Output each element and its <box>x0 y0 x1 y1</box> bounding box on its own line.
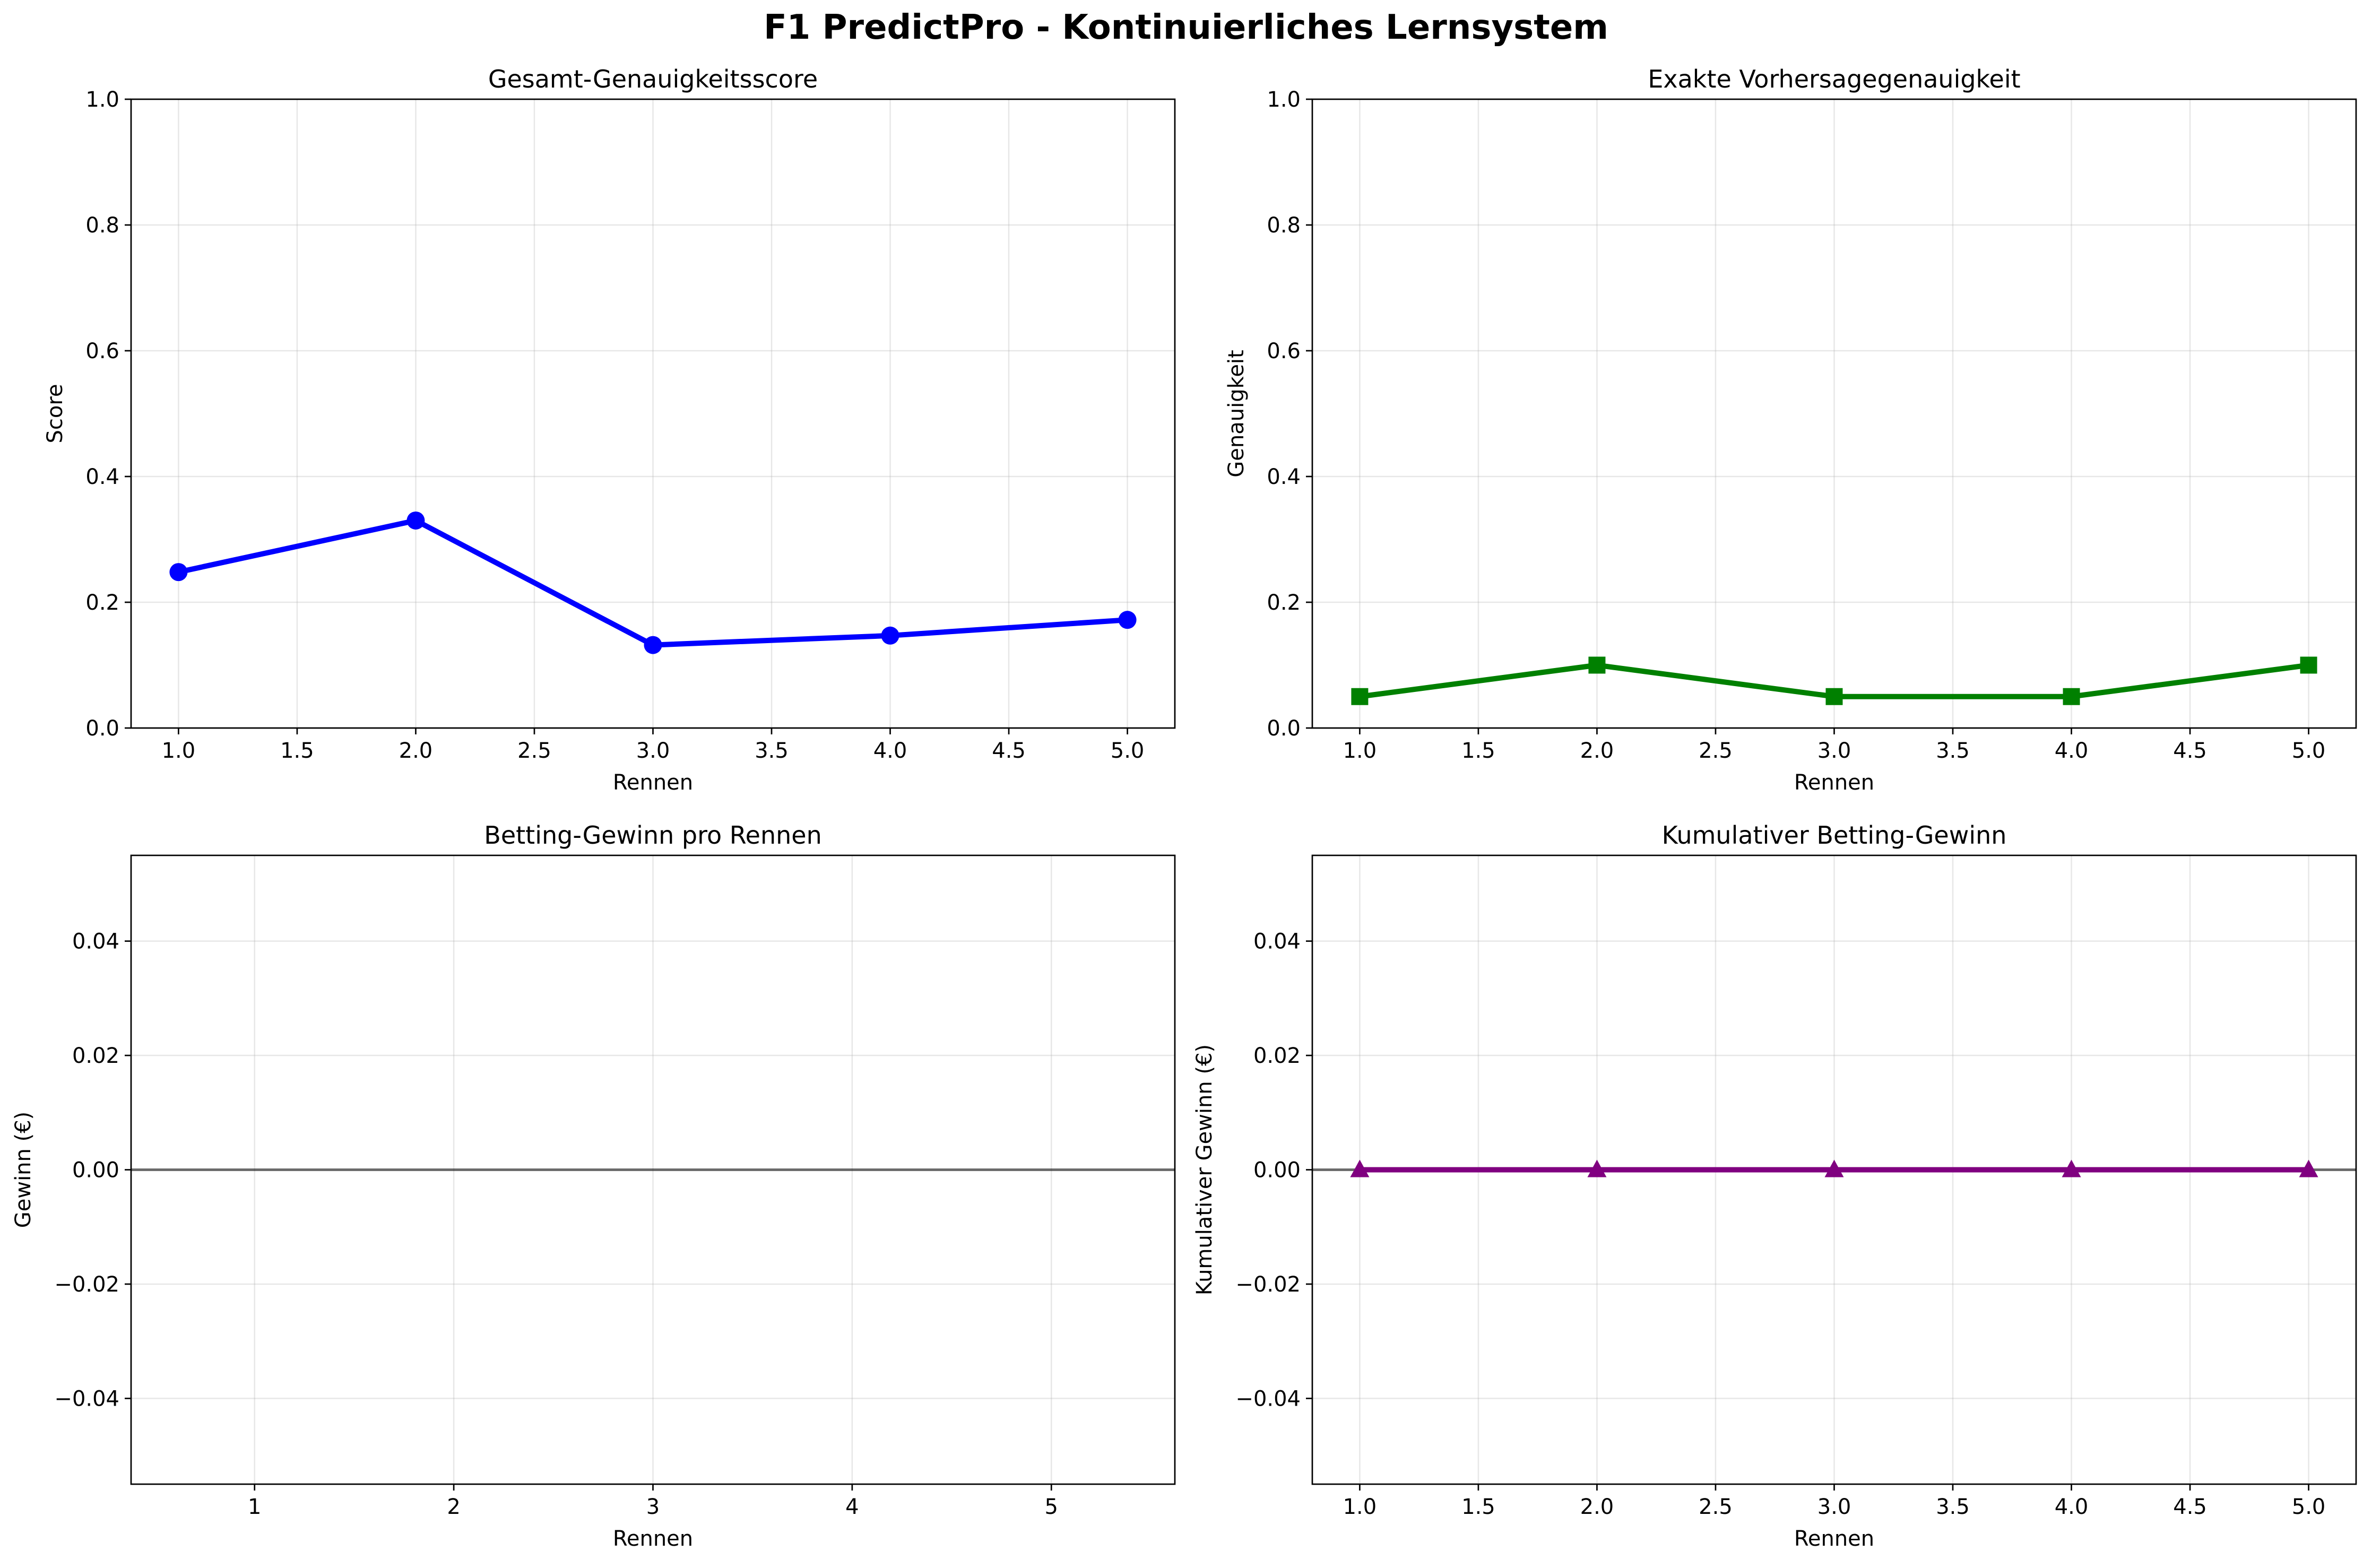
x-tick-label-0: 1.0 <box>162 739 196 763</box>
x-tick-label-3: 2.5 <box>1699 1495 1733 1519</box>
data-point-0 <box>1351 688 1369 705</box>
profit-y-axis-label: Gewinn (€) <box>11 1112 36 1228</box>
y-tick-label-4: 0.04 <box>72 930 119 954</box>
accuracy-plot-area <box>169 511 1137 654</box>
data-point-2 <box>644 636 662 654</box>
x-tick-label-0: 1.0 <box>1343 1495 1377 1519</box>
data-point-3 <box>881 626 899 645</box>
cumulative-panel: 1.0 1.5 2.0 2.5 3.0 3.5 4.0 4.5 5.0 −0.04 −0.02 0.0… <box>1192 821 2357 1551</box>
x-tick-label-8: 5.0 <box>2292 739 2326 763</box>
exact-plot-area <box>1351 656 2317 705</box>
data-point-4 <box>1118 611 1137 629</box>
y-tick-label-0: −0.04 <box>1235 1387 1301 1411</box>
x-tick-label-8: 5.0 <box>1111 739 1145 763</box>
x-tick-label-4: 5 <box>1045 1495 1058 1519</box>
accuracy-x-axis-label: Rennen <box>613 770 693 795</box>
cumulative-plot-area <box>1312 1159 2356 1177</box>
y-tick-label-4: 0.8 <box>1267 213 1301 238</box>
x-tick-label-0: 1.0 <box>1343 739 1377 763</box>
y-tick-label-1: 0.2 <box>1267 591 1301 615</box>
y-tick-label-1: −0.02 <box>54 1272 119 1297</box>
x-tick-label-4: 3.0 <box>636 739 670 763</box>
x-tick-label-6: 4.0 <box>2055 739 2089 763</box>
data-point-0 <box>1350 1159 1370 1177</box>
x-tick-label-5: 3.5 <box>1936 739 1970 763</box>
profit-ticks: 1 2 3 4 5 −0.04 −0.02 0.00 0.02 0.04 <box>54 930 1058 1519</box>
cumulative-ticks: 1.0 1.5 2.0 2.5 3.0 3.5 4.0 4.5 5.0 −0.04 −0.02 0.0… <box>1235 930 2325 1519</box>
x-tick-label-5: 3.5 <box>1936 1495 1970 1519</box>
exact-x-axis-label: Rennen <box>1794 770 1874 795</box>
y-tick-label-3: 0.02 <box>1253 1044 1301 1068</box>
accuracy-panel: 1.0 1.5 2.0 2.5 3.0 3.5 4.0 4.5 5.0 0.0 0.2 0.4 0.6 0… <box>43 65 1176 795</box>
y-tick-label-4: 0.04 <box>1253 930 1301 954</box>
exact-panel: 1.0 1.5 2.0 2.5 3.0 3.5 4.0 4.5 5.0 0.0 0.2 0.4 0.6 0… <box>1224 65 2357 795</box>
cumulative-title: Kumulativer Betting-Gewinn <box>1662 821 2007 850</box>
exact-ticks: 1.0 1.5 2.0 2.5 3.0 3.5 4.0 4.5 5.0 0.0 0.2 0.4 0.6 0… <box>1267 88 2325 763</box>
y-tick-label-2: 0.4 <box>1267 465 1301 489</box>
exact-title: Exakte Vorhersagegenauigkeit <box>1648 65 2020 93</box>
data-point-1 <box>1587 1159 1607 1177</box>
y-tick-label-1: 0.2 <box>85 591 119 615</box>
x-tick-label-2: 2.0 <box>1580 1495 1614 1519</box>
y-tick-label-2: 0.00 <box>1253 1158 1301 1183</box>
x-tick-label-1: 2 <box>447 1495 460 1519</box>
x-tick-label-7: 4.5 <box>2173 1495 2207 1519</box>
data-point-2 <box>1824 1159 1844 1177</box>
x-tick-label-4: 3.0 <box>1817 739 1851 763</box>
x-tick-label-6: 4.0 <box>2055 1495 2089 1519</box>
accuracy-title: Gesamt-Genauigkeitsscore <box>488 65 818 93</box>
profit-title: Betting-Gewinn pro Rennen <box>484 821 821 850</box>
y-tick-label-2: 0.00 <box>72 1158 119 1183</box>
x-tick-label-1: 1.5 <box>1461 739 1495 763</box>
y-tick-label-5: 1.0 <box>85 88 119 112</box>
data-point-1 <box>1588 656 1606 674</box>
x-tick-label-1: 1.5 <box>1461 1495 1495 1519</box>
x-tick-label-4: 3.0 <box>1817 1495 1851 1519</box>
x-tick-label-3: 2.5 <box>517 739 551 763</box>
data-point-3 <box>2062 1159 2081 1177</box>
data-point-1 <box>406 511 425 530</box>
profit-x-axis-label: Rennen <box>613 1527 693 1551</box>
data-point-2 <box>1825 688 1843 705</box>
x-tick-label-3: 4 <box>845 1495 859 1519</box>
x-tick-label-7: 4.5 <box>2173 739 2207 763</box>
accuracy-ticks: 1.0 1.5 2.0 2.5 3.0 3.5 4.0 4.5 5.0 0.0 0.2 0.4 0.6 0… <box>85 88 1144 763</box>
x-tick-label-5: 3.5 <box>755 739 789 763</box>
x-tick-label-2: 3 <box>646 1495 660 1519</box>
y-tick-label-2: 0.4 <box>85 465 119 489</box>
data-point-4 <box>2300 656 2317 674</box>
y-tick-label-3: 0.6 <box>1267 339 1301 363</box>
figure-title: F1 PredictPro - Kontinuierliches Lernsys… <box>764 8 1608 47</box>
x-tick-label-2: 2.0 <box>1580 739 1614 763</box>
y-tick-label-3: 0.02 <box>72 1044 119 1068</box>
exact-y-axis-label: Genauigkeit <box>1224 350 1249 477</box>
x-tick-label-0: 1 <box>248 1495 261 1519</box>
x-tick-label-8: 5.0 <box>2292 1495 2326 1519</box>
x-tick-label-1: 1.5 <box>280 739 314 763</box>
accuracy-grid <box>131 98 1175 729</box>
x-tick-label-7: 4.5 <box>992 739 1026 763</box>
profit-panel: 1 2 3 4 5 −0.04 −0.02 0.00 0.02 0.04 Betting-Gewi… <box>11 821 1176 1551</box>
x-tick-label-2: 2.0 <box>399 739 433 763</box>
x-tick-label-6: 4.0 <box>873 739 907 763</box>
y-tick-label-1: −0.02 <box>1235 1272 1301 1297</box>
data-point-3 <box>2063 688 2080 705</box>
accuracy-y-axis-label: Score <box>43 384 67 443</box>
y-tick-label-0: 0.0 <box>85 716 119 741</box>
y-tick-label-5: 1.0 <box>1267 88 1301 112</box>
x-tick-label-3: 2.5 <box>1699 739 1733 763</box>
cumulative-y-axis-label: Kumulativer Gewinn (€) <box>1192 1044 1217 1295</box>
y-tick-label-3: 0.6 <box>85 339 119 363</box>
data-point-0 <box>169 563 188 582</box>
exact-grid <box>1312 98 2356 729</box>
y-tick-label-4: 0.8 <box>85 213 119 238</box>
data-point-4 <box>2299 1159 2318 1177</box>
cumulative-x-axis-label: Rennen <box>1794 1527 1874 1551</box>
y-tick-label-0: −0.04 <box>54 1387 119 1411</box>
y-tick-label-0: 0.0 <box>1267 716 1301 741</box>
